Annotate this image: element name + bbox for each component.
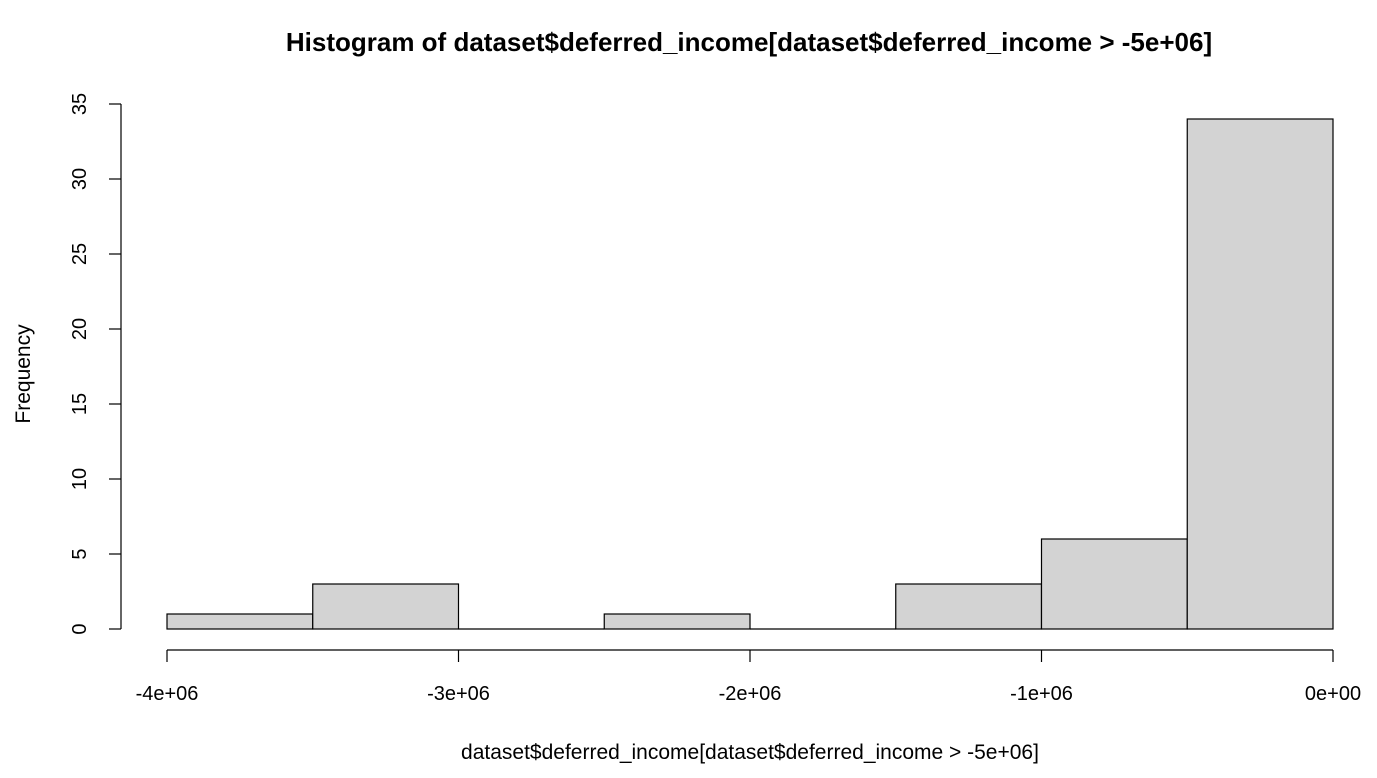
x-axis-label: dataset$deferred_income[dataset$deferred… bbox=[461, 741, 1039, 764]
bars-group bbox=[166, 118, 1334, 630]
y-axis: 0 5 10 15 20 25 30 35 bbox=[69, 93, 122, 635]
x-tick-label: 0e+00 bbox=[1305, 683, 1361, 705]
histogram-bar bbox=[1186, 118, 1334, 630]
y-tick-label: 30 bbox=[69, 168, 91, 190]
histogram-bar bbox=[895, 583, 1043, 630]
y-tick-label: 0 bbox=[69, 623, 91, 634]
y-tick-label: 35 bbox=[69, 93, 91, 115]
x-axis: -4e+06 -3e+06 -2e+06 -1e+06 0e+00 bbox=[136, 649, 1361, 705]
histogram-bar bbox=[166, 613, 314, 630]
x-tick-label: -1e+06 bbox=[1010, 683, 1073, 705]
y-tick-label: 25 bbox=[69, 243, 91, 265]
y-axis-label: Frequency bbox=[12, 324, 35, 424]
y-tick-label: 5 bbox=[69, 548, 91, 559]
chart-title: Histogram of dataset$deferred_income[dat… bbox=[286, 27, 1212, 57]
x-tick-label: -3e+06 bbox=[427, 683, 490, 705]
histogram-bar bbox=[603, 613, 751, 630]
x-tick-label: -4e+06 bbox=[136, 683, 199, 705]
y-tick-label: 10 bbox=[69, 468, 91, 490]
y-tick-label: 20 bbox=[69, 318, 91, 340]
x-tick-label: -2e+06 bbox=[719, 683, 782, 705]
histogram-bar bbox=[312, 583, 460, 630]
y-tick-label: 15 bbox=[69, 393, 91, 415]
histogram-bar bbox=[1040, 538, 1188, 630]
